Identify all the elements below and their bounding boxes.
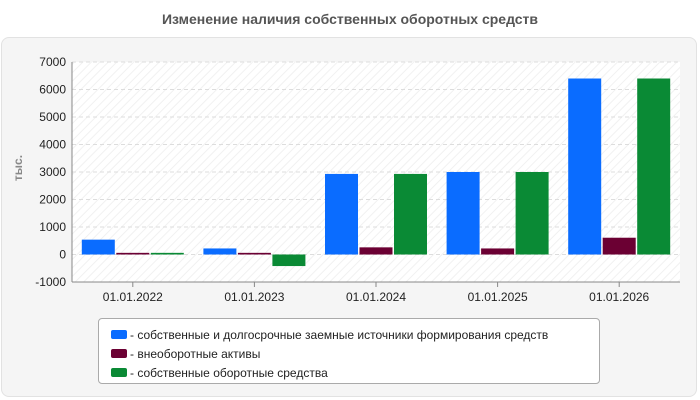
y-tick-label: -1000 [35, 275, 66, 289]
legend-item-sources[interactable]: - собственные и долгосрочные заемные ист… [111, 325, 599, 344]
x-tick-labels: 01.01.2022 01.01.2023 01.01.2024 01.01.2025… [103, 282, 650, 304]
bar-01.01.2022-series-0[interactable] [81, 239, 115, 255]
bar-01.01.2023-series-0[interactable] [203, 248, 237, 255]
y-tick-labels: -1000 0 1000 2000 3000 4000 5000 6000 7000 [35, 55, 66, 289]
bar-01.01.2024-series-2[interactable] [394, 173, 427, 255]
y-axis-label: тыс. [11, 155, 25, 181]
bar-01.01.2026-series-2[interactable] [637, 78, 671, 255]
x-tick-label: 01.01.2024 [346, 290, 406, 304]
y-tick-label: 5000 [39, 110, 66, 124]
bar-01.01.2024-series-1[interactable] [359, 247, 393, 255]
bar-01.01.2022-series-2[interactable] [150, 252, 184, 255]
legend-label-working-capital: собственные оборотные средства [137, 365, 328, 380]
bar-01.01.2023-series-2[interactable] [272, 254, 306, 267]
bar-01.01.2023-series-1[interactable] [237, 252, 271, 255]
x-tick-label: 01.01.2025 [468, 290, 528, 304]
legend-dash: - [130, 327, 138, 342]
chart-title: Изменение наличия собственных оборотных … [161, 11, 539, 27]
legend-swatch-working-capital [111, 368, 127, 377]
x-tick-label: 01.01.2026 [589, 290, 649, 304]
bar-01.01.2026-series-1[interactable] [602, 237, 636, 255]
legend-dash: - [130, 346, 138, 361]
bar-01.01.2025-series-1[interactable] [481, 248, 515, 255]
y-tick-label: 3000 [39, 165, 66, 179]
y-tick-label: 0 [59, 248, 66, 262]
x-tick-label: 01.01.2023 [224, 290, 284, 304]
bars [81, 78, 671, 267]
legend: - собственные и долгосрочные заемные ист… [98, 318, 600, 384]
legend-label-sources: собственные и долгосрочные заемные источ… [137, 327, 549, 342]
legend-swatch-sources [111, 330, 127, 339]
x-tick-label: 01.01.2022 [103, 290, 163, 304]
legend-item-noncurrent-assets[interactable]: - внеоборотные активы [111, 344, 599, 363]
bar-01.01.2026-series-0[interactable] [568, 78, 602, 255]
y-tick-label: 1000 [39, 220, 66, 234]
bar-01.01.2022-series-1[interactable] [116, 252, 150, 255]
bar-01.01.2024-series-0[interactable] [325, 173, 358, 255]
legend-swatch-noncurrent-assets [111, 349, 127, 358]
legend-label-noncurrent-assets: внеоборотные активы [137, 346, 261, 361]
y-tick-label: 4000 [39, 138, 66, 152]
y-tick-label: 7000 [39, 55, 66, 69]
y-tick-label: 6000 [39, 83, 66, 97]
bar-01.01.2025-series-2[interactable] [515, 172, 549, 255]
legend-dash: - [130, 365, 138, 380]
y-tick-label: 2000 [39, 193, 66, 207]
legend-item-working-capital[interactable]: - собственные оборотные средства [111, 363, 599, 382]
bar-01.01.2025-series-0[interactable] [446, 172, 480, 255]
